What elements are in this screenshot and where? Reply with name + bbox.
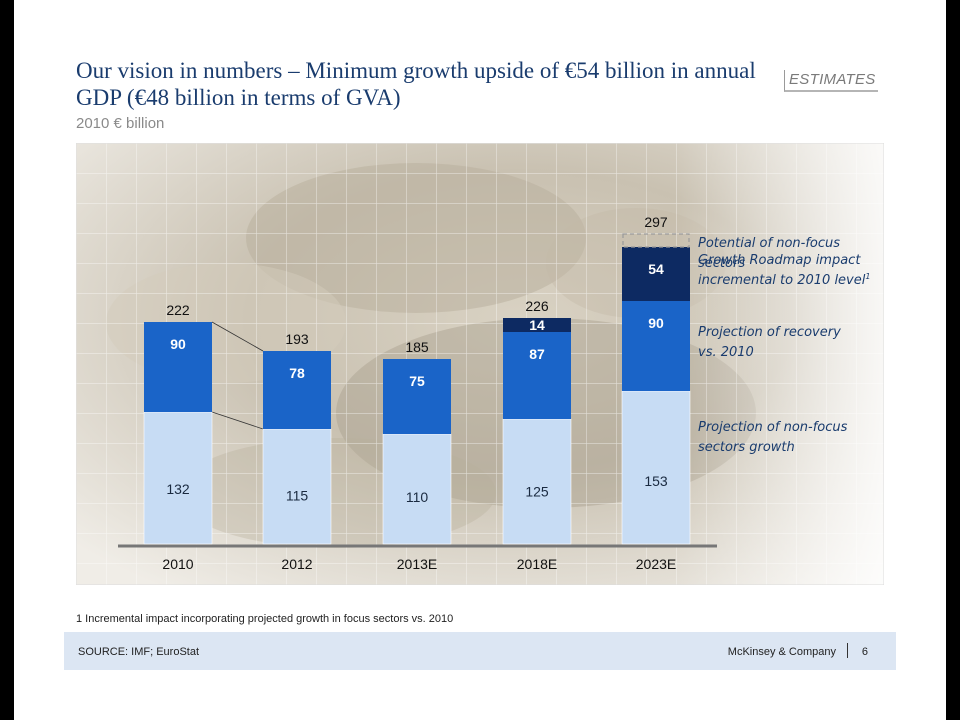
connector-non-focus	[211, 411, 264, 430]
slide: Our vision in numbers – Minimum growth u…	[14, 0, 946, 720]
x-tick-label-2023e: 2023E	[636, 556, 676, 572]
annotation-nonfocus: Projection of non-focus sectors growth	[698, 420, 848, 455]
stacked-bar-chart: 132 90 115 78 110 75 125 87 14 153 90 54 222 193 185 2…	[76, 143, 884, 585]
page-number: 6	[861, 646, 868, 658]
x-tick-label-2018e: 2018E	[517, 556, 557, 572]
page-title: Our vision in numbers – Minimum growth u…	[76, 58, 756, 110]
connector-total	[211, 321, 264, 352]
x-tick-label-2013e: 2013E	[397, 556, 437, 572]
bar-2023e-series-3	[622, 247, 690, 301]
data-label-2013e-series-2: 75	[409, 373, 425, 389]
x-tick-label-2012: 2012	[281, 556, 312, 572]
annotation-recovery: Projection of recovery vs. 2010	[698, 325, 841, 360]
data-label-2018e-series-1: 125	[525, 484, 549, 500]
source-note: SOURCE: IMF; EuroStat	[78, 646, 200, 658]
annotation-potential: Potential of non-focus sectors	[698, 236, 840, 271]
bar-2010-series-2	[144, 322, 212, 412]
data-label-2018e-series-2: 87	[529, 346, 545, 362]
x-tick-label-2010: 2010	[162, 556, 193, 572]
data-label-2018e-series-3: 14	[529, 317, 545, 333]
potential-non-focus-box	[622, 233, 690, 248]
data-label-2012-series-2: 78	[289, 365, 305, 381]
data-label-2013e-series-1: 110	[406, 489, 429, 505]
total-label-2012: 193	[285, 331, 309, 347]
footer-separator	[847, 643, 848, 658]
unit-subtitle: 2010 € billion	[76, 115, 165, 132]
bar-2012-series-2	[263, 351, 331, 429]
total-label-2010: 222	[166, 302, 190, 318]
annotation-roadmap: Growth Roadmap impact incremental to 2010…	[698, 253, 870, 288]
data-label-2012-series-1: 115	[286, 487, 309, 503]
company-name: McKinsey & Company	[727, 646, 836, 658]
bar-2018e-series-2	[503, 332, 571, 419]
data-label-2023e-series-3: 54	[648, 261, 664, 277]
bar-2013e-series-2	[383, 359, 451, 434]
footnote: 1 Incremental impact incorporating proje…	[76, 613, 454, 625]
total-label-2018e: 226	[525, 298, 549, 314]
footer-bar: SOURCE: IMF; EuroStat McKinsey & Company…	[64, 632, 896, 670]
estimates-stamp: ESTIMATES	[784, 70, 878, 92]
total-label-2013e: 185	[405, 339, 429, 355]
bar-2010-series-1	[143, 411, 213, 545]
bar-2018e-series-1	[502, 418, 572, 545]
data-label-2010-series-2: 90	[170, 336, 186, 352]
data-label-2023e-series-1: 153	[644, 473, 668, 489]
data-label-2010-series-1: 132	[166, 481, 190, 497]
bar-2023e-series-2	[622, 301, 690, 391]
total-label-2023e: 297	[644, 214, 668, 230]
bar-2023e-series-1	[621, 390, 691, 545]
bar-2018e-series-3	[503, 318, 571, 332]
data-label-2023e-series-2: 90	[648, 315, 664, 331]
